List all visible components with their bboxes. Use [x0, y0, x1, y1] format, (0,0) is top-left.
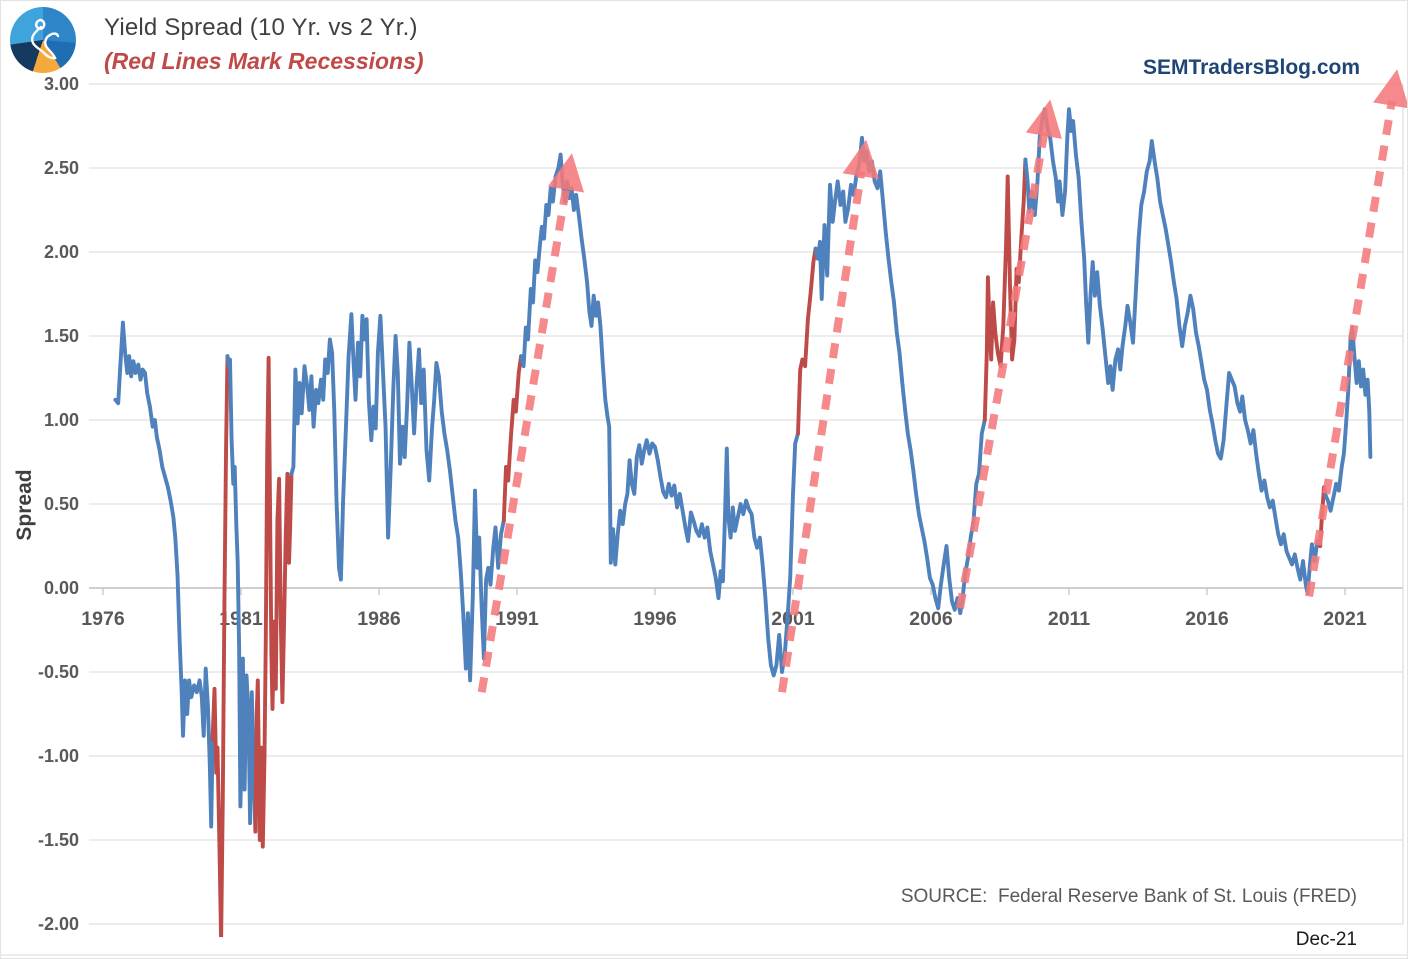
y-tick-label: -1.50 [38, 830, 79, 850]
y-axis-title: Spread [13, 469, 36, 541]
recession-line-segment [982, 157, 1028, 422]
y-tick-label: -2.00 [38, 914, 79, 934]
recession-line-segment [796, 246, 818, 436]
y-tick-label: -1.00 [38, 746, 79, 766]
spread-line-segment [1023, 107, 1323, 595]
x-tick-label: 1981 [219, 608, 263, 630]
recession-line-segment [253, 355, 294, 849]
y-tick-label: 1.00 [44, 410, 79, 430]
x-tick-label: 1991 [495, 608, 539, 630]
x-tick-label: 2011 [1048, 608, 1090, 630]
x-tick-label: 1986 [357, 608, 401, 630]
recovery-trend-arrow [956, 99, 1062, 609]
y-tick-label: 2.00 [44, 242, 79, 262]
recession-line-segment [501, 354, 524, 523]
x-tick-label: 2001 [771, 608, 815, 630]
website-link[interactable]: SEMTradersBlog.com [1142, 56, 1360, 79]
spread-line-segment [519, 152, 800, 678]
spread-line-segment [289, 312, 506, 683]
spread-line-segment [113, 320, 215, 829]
latest-date-label: Dec-21 [1295, 929, 1357, 950]
x-tick-label: 1976 [81, 608, 125, 630]
chart-subtitle: (Red Lines Mark Recessions) [104, 48, 424, 74]
y-tick-label: 1.50 [44, 326, 79, 346]
y-tick-label: 3.00 [44, 74, 79, 94]
x-tick-label: 2006 [909, 608, 953, 630]
y-tick-label: 2.50 [44, 158, 79, 178]
sem-traders-logo-icon [10, 7, 76, 73]
recession-line-segment [210, 354, 230, 937]
spread-line-segment [225, 354, 258, 834]
x-tick-label: 2021 [1323, 608, 1367, 630]
y-tick-label: 0.00 [44, 578, 79, 598]
recovery-trend-arrow [1305, 69, 1407, 598]
recovery-trend-arrow [778, 139, 879, 693]
x-tick-label: 2016 [1185, 608, 1229, 630]
spread-line-segment [813, 135, 987, 616]
chart-title: Yield Spread (10 Yr. vs 2 Yr.) [104, 14, 418, 41]
logo-figure-icon [30, 18, 60, 60]
recovery-trend-arrow [477, 153, 585, 693]
y-tick-label: -0.50 [38, 662, 79, 682]
x-tick-label: 1996 [633, 608, 677, 630]
y-tick-label: 0.50 [44, 494, 79, 514]
source-attribution: SOURCE: Federal Reserve Bank of St. Loui… [900, 886, 1357, 907]
